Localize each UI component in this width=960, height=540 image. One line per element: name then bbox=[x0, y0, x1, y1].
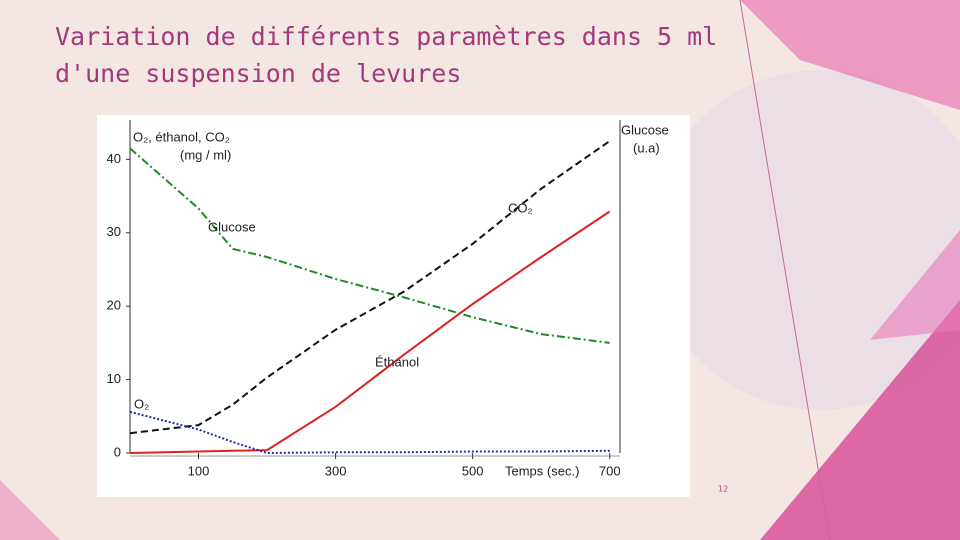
slide-title: Variation de différents paramètres dans … bbox=[55, 22, 717, 51]
y-axis-label: O₂, éthanol, CO₂ bbox=[133, 129, 230, 144]
decor bbox=[740, 0, 960, 110]
chart-area bbox=[97, 115, 690, 497]
y-axis-label: (mg / ml) bbox=[180, 147, 231, 162]
series-line bbox=[129, 140, 611, 435]
slide-title: d'une suspension de levures bbox=[55, 59, 461, 88]
y2-axis-label: (u.a) bbox=[633, 140, 660, 155]
x-tick-label: 300 bbox=[325, 463, 347, 478]
x-tick-label: 700 bbox=[599, 463, 621, 478]
x-tick-label: 100 bbox=[188, 463, 210, 478]
x-axis-label: Temps (sec.) bbox=[505, 463, 579, 478]
decor bbox=[760, 300, 960, 540]
series-line bbox=[129, 210, 611, 454]
decor bbox=[0, 480, 60, 540]
page-number: 12 bbox=[718, 485, 728, 494]
series-label: O₂ bbox=[134, 396, 149, 411]
y-tick-label: 30 bbox=[107, 224, 121, 239]
series-label: CO₂ bbox=[508, 200, 533, 215]
series-label: Glucose bbox=[208, 219, 256, 234]
y-tick-label: 40 bbox=[107, 151, 121, 166]
decor bbox=[739, 0, 831, 540]
series-line bbox=[129, 147, 610, 344]
x-tick-label: 500 bbox=[462, 463, 484, 478]
y2-axis-label: Glucose bbox=[621, 122, 669, 137]
chart: O₂, éthanol, CO₂ (mg / ml) Glucose (u.a) Tem… bbox=[107, 120, 669, 478]
y-tick-label: 10 bbox=[107, 371, 121, 386]
y-tick-label: 0 bbox=[114, 444, 121, 459]
series-label: Éthanol bbox=[375, 354, 419, 369]
y-tick-label: 20 bbox=[107, 298, 121, 313]
decor bbox=[870, 230, 960, 340]
